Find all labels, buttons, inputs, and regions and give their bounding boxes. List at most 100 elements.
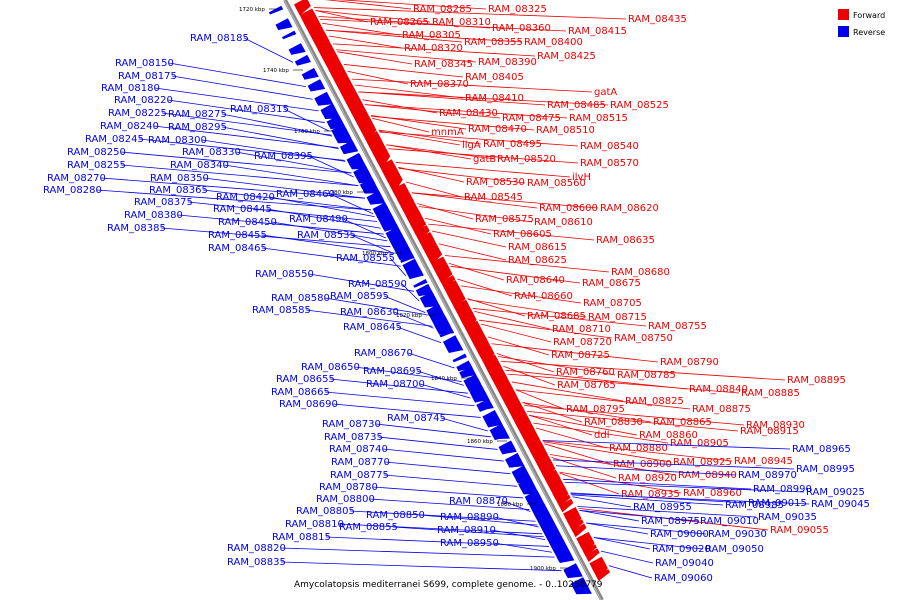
gene-feature (354, 167, 372, 180)
gene-label-leader (578, 507, 769, 531)
gene-label-forward: ligA (462, 140, 481, 151)
gene-feature (519, 424, 534, 438)
gene-feature (486, 362, 503, 382)
gene-label-leader (481, 323, 552, 343)
gene-feature (465, 378, 481, 388)
gene-label-forward: RAM_08915 (740, 426, 799, 437)
gene-feature (525, 436, 543, 456)
gene-feature (512, 411, 530, 431)
gene-label-forward: RAM_08875 (692, 404, 751, 415)
gene-label-leader (350, 234, 395, 254)
gene-label-forward: mnmA (431, 127, 464, 138)
gene-label-forward: RAM_08790 (660, 357, 719, 368)
gene-label-reverse: RAM_08465 (208, 243, 267, 254)
gene-label-leader (329, 193, 374, 215)
gene-label-reverse: RAM_08965 (792, 444, 851, 455)
gene-label-leader (417, 203, 474, 220)
gene-label-reverse: RAM_08245 (85, 134, 144, 145)
gene-label-leader (333, 43, 536, 57)
gene-label-leader (457, 278, 513, 297)
gene-label-leader (416, 370, 464, 386)
gene-label-reverse: RAM_08445 (213, 204, 272, 215)
gene-label-leader (384, 474, 518, 487)
gene-label-leader (586, 522, 707, 535)
gene-label-leader (281, 561, 562, 572)
gene-label-reverse: RAM_09035 (758, 512, 817, 523)
gene-label-reverse: RAM_09040 (655, 558, 714, 569)
gene-feature (347, 153, 368, 170)
gene-label-forward: RAM_08935 (621, 489, 680, 500)
gene-label-forward: RAM_08525 (610, 100, 669, 111)
gene-label-reverse: RAM_09000 (650, 529, 709, 540)
gene-label-leader (428, 223, 595, 241)
gene-feature (334, 130, 349, 139)
gene-label-forward: RAM_08405 (465, 72, 524, 83)
gene-label-leader (527, 410, 739, 432)
gene-label-forward: RAM_08750 (614, 333, 673, 344)
gene-label-forward: RAM_08755 (648, 321, 707, 332)
gene-label-leader (500, 360, 786, 381)
gene-label-reverse: RAM_09030 (708, 529, 767, 540)
gene-label-forward: RAM_08285 (413, 4, 472, 15)
axis-tick-label: 1780 kbp (327, 190, 353, 196)
gene-label-leader (283, 108, 330, 132)
gene-label-forward: RAM_08615 (508, 242, 567, 253)
gene-label-leader (307, 155, 354, 178)
gene-label-forward: RAM_08885 (741, 388, 800, 399)
gene-label-leader (378, 129, 482, 145)
gene-label-reverse: RAM_08455 (208, 230, 267, 241)
gene-label-forward: RAM_08710 (552, 324, 611, 335)
gene-label-leader (401, 283, 420, 302)
gene-label-forward: RAM_08470 (468, 124, 527, 135)
gene-label-leader (97, 189, 372, 211)
gene-feature (347, 154, 362, 164)
gene-label-forward: RAM_08320 (404, 43, 463, 54)
gene-label-leader (593, 537, 651, 550)
gene-feature (434, 262, 451, 282)
gene-label-forward: ilvH (572, 172, 591, 183)
gene-feature (571, 523, 587, 538)
gene-feature (539, 461, 556, 481)
axis-tick-label: 1740 kbp (263, 68, 289, 74)
gene-label-reverse: RAM_08385 (107, 223, 166, 234)
gene-feature (459, 365, 477, 378)
gene-label-leader (326, 536, 549, 547)
gene-label-leader (121, 164, 359, 186)
gene-label-leader (306, 309, 433, 327)
gene-label-leader (468, 299, 587, 318)
gene-feature (451, 295, 466, 308)
gene-feature (544, 527, 559, 537)
gene-label-forward: RAM_08530 (466, 177, 525, 188)
gene-feature (490, 370, 505, 383)
gene-label-leader (411, 192, 599, 209)
gene-feature (485, 415, 503, 428)
gene-feature (368, 138, 385, 158)
gene-label-leader (431, 230, 507, 248)
gene-feature (329, 64, 346, 83)
genome-axis-highlight (283, 0, 602, 600)
gene-feature (294, 0, 309, 10)
gene-label-forward: RAM_08610 (534, 217, 593, 228)
gene-feature (426, 303, 441, 313)
gene-label-reverse: RAM_08275 (168, 109, 227, 120)
gene-feature (551, 539, 569, 552)
gene-label-leader (243, 37, 294, 63)
gene-label-leader (407, 352, 455, 369)
gene-label-leader (522, 402, 583, 423)
gene-label-forward: RAM_08705 (583, 298, 642, 309)
gene-feature (322, 51, 338, 66)
gene-label-leader (309, 273, 415, 292)
gene-label-reverse: RAM_08150 (115, 58, 174, 69)
gene-label-forward: RAM_08925 (673, 457, 732, 468)
gene-label-leader (586, 522, 649, 535)
gene-feature (301, 67, 319, 80)
gene-label-leader (378, 436, 498, 450)
gene-label-leader (337, 0, 487, 10)
gene-label-reverse: RAM_08855 (339, 522, 398, 533)
gene-label-reverse: RAM_08820 (227, 543, 286, 554)
gene-label-reverse: RAM_08550 (255, 269, 314, 280)
gene-label-forward: RAM_08785 (617, 370, 676, 381)
gene-label-reverse: RAM_08815 (272, 532, 331, 543)
gene-label-reverse: RAM_08730 (322, 419, 381, 430)
gene-label-leader (542, 440, 791, 450)
